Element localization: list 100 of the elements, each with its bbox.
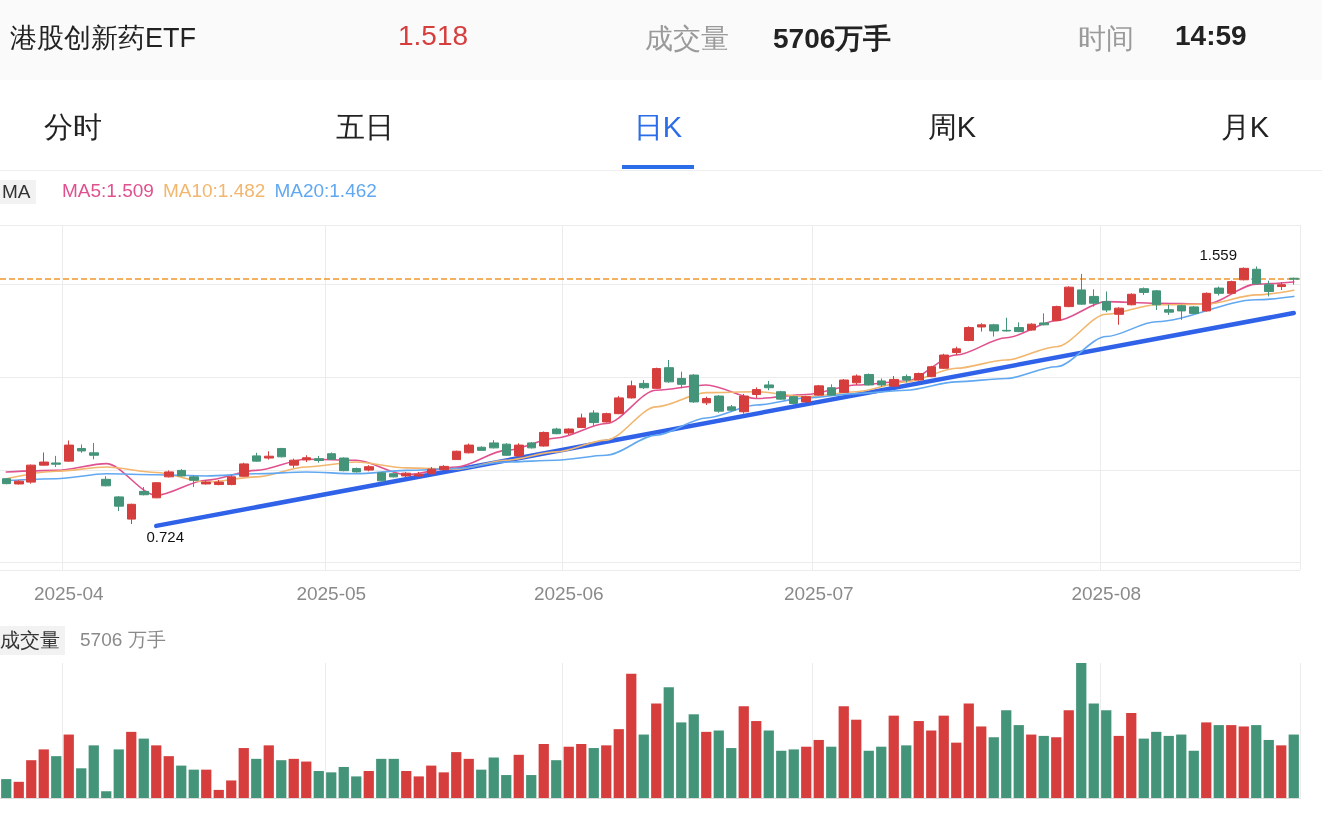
candlestick xyxy=(889,375,899,388)
bar xyxy=(1,779,12,798)
candlestick xyxy=(1014,321,1024,333)
candlestick xyxy=(152,481,161,499)
bar xyxy=(163,756,174,798)
candlestick xyxy=(77,443,86,454)
bar xyxy=(588,748,599,798)
candlestick xyxy=(427,466,436,475)
bar xyxy=(651,703,662,798)
bar xyxy=(488,757,499,798)
text: MA20:1.462 xyxy=(274,180,377,202)
candlestick xyxy=(2,477,11,485)
bar xyxy=(1063,710,1074,798)
text: MA5:1.509 xyxy=(62,180,154,202)
bar xyxy=(926,730,937,798)
bar xyxy=(538,744,549,798)
bar xyxy=(1051,737,1062,798)
candlestick xyxy=(302,454,311,463)
candlestick xyxy=(1239,266,1249,281)
candlestick xyxy=(39,451,49,467)
candlestick xyxy=(589,409,599,427)
text: 14:59 xyxy=(1175,20,1247,52)
bar xyxy=(1076,663,1087,798)
text: 5706万手 xyxy=(773,22,892,56)
bar xyxy=(313,771,324,798)
bar xyxy=(201,769,212,798)
bar xyxy=(938,715,949,798)
text: 时间 xyxy=(1078,22,1134,56)
bar xyxy=(301,761,312,798)
bar xyxy=(401,771,412,798)
candlestick xyxy=(439,464,449,471)
bar xyxy=(738,706,749,798)
candlestick xyxy=(101,475,111,487)
bar xyxy=(1201,722,1212,798)
text: 5706 万手 xyxy=(80,628,166,652)
bar xyxy=(838,706,849,798)
candlestick xyxy=(239,462,249,478)
text: 成交量 xyxy=(0,626,65,655)
candlestick xyxy=(377,471,386,482)
bar xyxy=(438,772,449,798)
bar xyxy=(763,730,774,798)
bar xyxy=(576,744,587,798)
candlestick xyxy=(314,455,324,464)
candlestick xyxy=(664,359,674,384)
bar xyxy=(676,722,687,798)
bar xyxy=(1138,738,1149,798)
bar xyxy=(251,758,262,798)
candlestick xyxy=(227,474,236,486)
bar xyxy=(88,745,99,798)
x-tick-label: 2025-06 xyxy=(533,583,604,604)
bar xyxy=(1163,735,1174,798)
bar xyxy=(1126,712,1137,798)
candlestick xyxy=(1064,285,1074,308)
bar xyxy=(176,765,187,798)
candlestick xyxy=(514,442,524,457)
bar xyxy=(1038,735,1049,798)
candlestick xyxy=(764,380,774,391)
bar xyxy=(351,776,362,798)
bar xyxy=(1026,734,1037,798)
bar xyxy=(876,746,887,798)
candlestick xyxy=(1102,290,1111,313)
bar xyxy=(76,768,87,798)
candlestick xyxy=(952,346,961,356)
candlestick xyxy=(1002,317,1011,333)
text: 月K xyxy=(1219,110,1271,145)
bar xyxy=(601,745,612,798)
bar xyxy=(851,719,862,798)
bar xyxy=(563,746,574,798)
bar xyxy=(1001,710,1012,798)
candlestick xyxy=(627,380,636,400)
candlestick xyxy=(114,495,124,512)
candlestick xyxy=(939,353,949,370)
bar xyxy=(688,714,699,798)
candlestick xyxy=(776,390,786,401)
candlestick xyxy=(1027,322,1036,332)
bar xyxy=(626,673,637,798)
bar xyxy=(1276,745,1287,798)
candlestick xyxy=(264,450,274,461)
candlestick xyxy=(1264,280,1274,297)
candlestick xyxy=(839,378,849,394)
text: 五日 xyxy=(335,110,395,145)
candlestick xyxy=(652,367,661,390)
bar xyxy=(638,734,649,798)
bar xyxy=(101,791,112,798)
bar xyxy=(63,734,74,798)
bar xyxy=(526,775,537,798)
candlestick xyxy=(502,442,511,457)
candlestick xyxy=(464,443,474,454)
candlestick xyxy=(989,323,999,338)
bar xyxy=(963,703,974,798)
text: 分时 xyxy=(43,110,103,145)
annotation: 0.724 xyxy=(146,527,185,545)
candlestick xyxy=(639,379,649,390)
bar xyxy=(551,760,562,798)
candlestick xyxy=(89,442,99,460)
candlestick xyxy=(252,452,261,463)
candlestick xyxy=(1127,292,1136,306)
candlestick xyxy=(727,404,736,413)
candlestick xyxy=(977,322,986,333)
candlestick xyxy=(602,412,611,424)
